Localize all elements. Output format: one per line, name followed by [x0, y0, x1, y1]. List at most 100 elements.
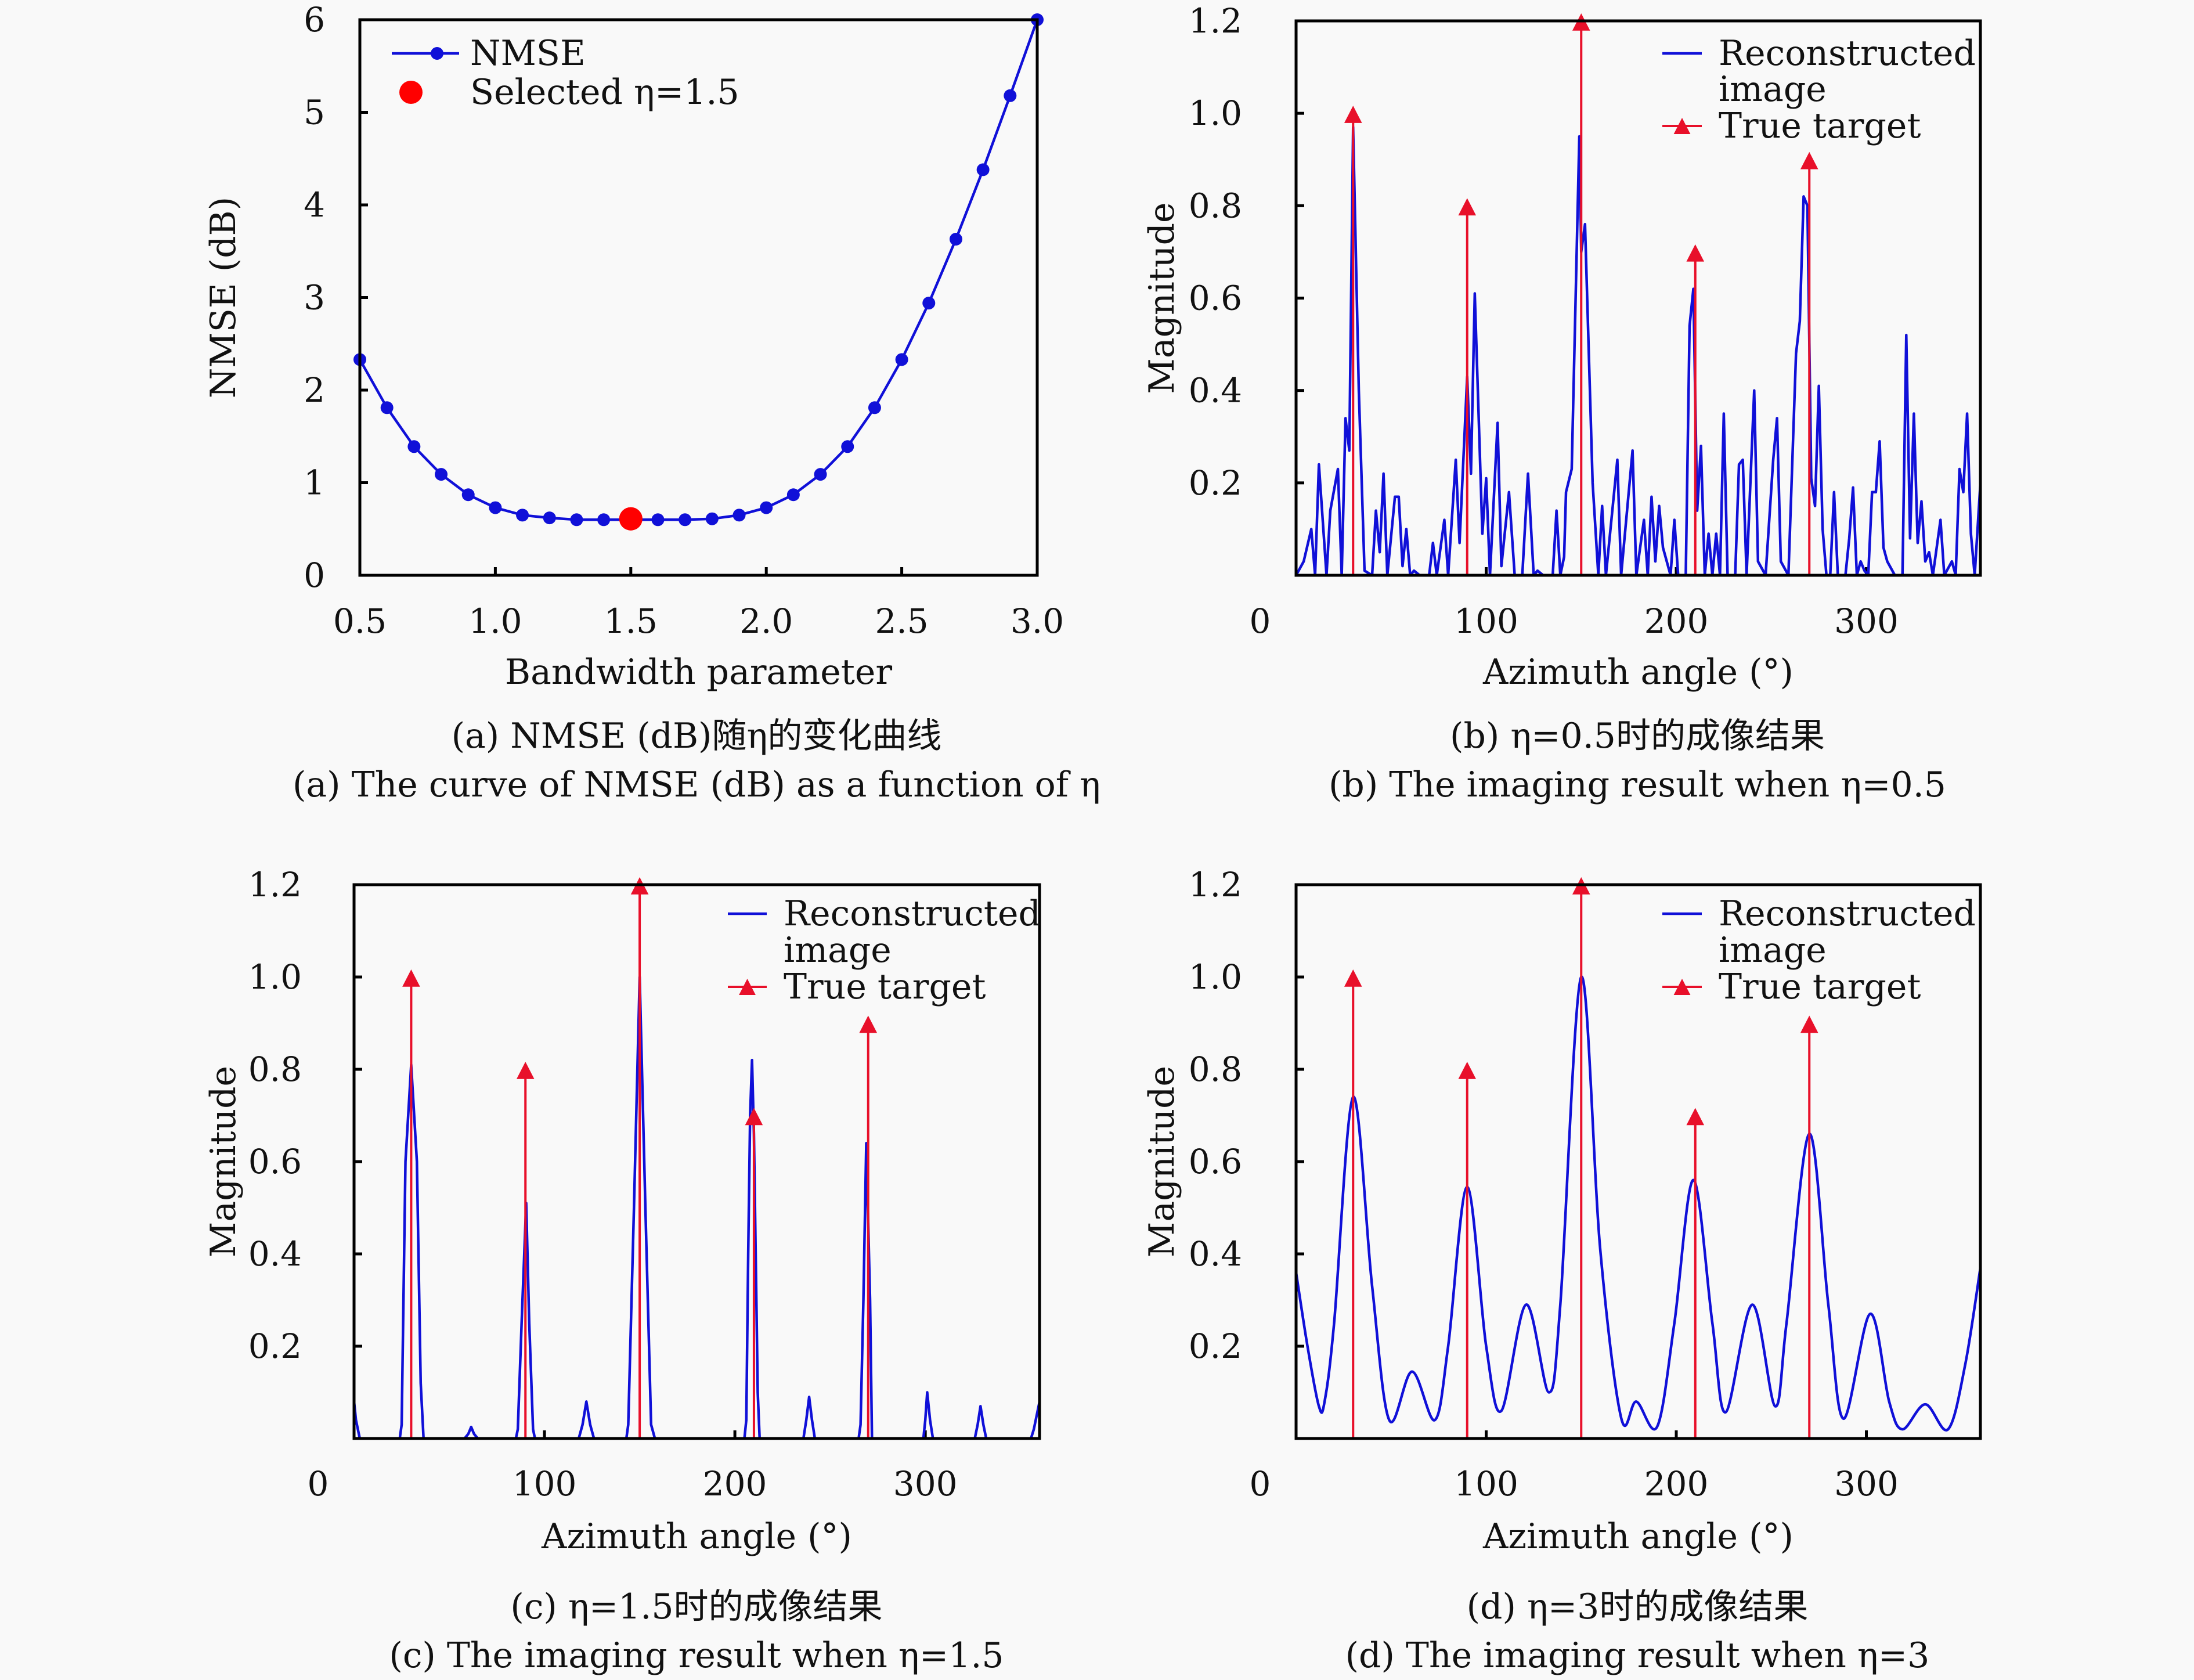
nmse-point: [760, 501, 773, 514]
nmse-point: [922, 297, 936, 310]
true-target-marker: [1344, 106, 1362, 123]
caption-chinese: (a) NMSE (dB)随η的变化曲线: [452, 716, 942, 756]
y-axis-label: Magnitude: [1142, 202, 1182, 394]
nmse-point: [841, 440, 854, 453]
x-tick-label: 1.5: [604, 601, 658, 641]
y-tick-label: 0.8: [1189, 1050, 1242, 1089]
caption-english: (a) The curve of NMSE (dB) as a function…: [293, 765, 1100, 805]
caption-english: (d) The imaging result when η=3: [1345, 1635, 1930, 1676]
x-tick-label: 100: [1454, 1464, 1518, 1504]
legend-label-line1: Reconstructed: [784, 893, 1041, 934]
y-tick-label: 1.2: [248, 865, 302, 904]
legend-nmse-marker: [431, 47, 443, 60]
legend-label-line1: Reconstructed: [1719, 893, 1976, 934]
true-target-marker: [1800, 152, 1818, 170]
nmse-point: [651, 513, 665, 527]
y-tick-label: 4: [304, 185, 325, 225]
panel-b-imaging-eta-0.5: 0.2 0.4 0.6 0.8 1.0 1.2 0 100 200 300 Azimuth angl…: [1142, 1, 1982, 805]
legend-label-line1: Reconstructed: [1719, 33, 1976, 74]
y-tick-label: 0.8: [248, 1050, 302, 1089]
x-tick-label: 0.5: [333, 601, 387, 641]
legend-label-line2: image: [784, 930, 892, 971]
y-tick-label: 1.2: [1189, 1, 1242, 41]
y-tick-label: 0.6: [248, 1142, 302, 1181]
x-tick-label: 100: [513, 1464, 577, 1504]
y-tick-label: 0.2: [248, 1326, 302, 1366]
nmse-point: [489, 501, 502, 514]
y-tick-label: 0.4: [248, 1234, 302, 1274]
true-target-marker: [1800, 1015, 1818, 1033]
nmse-point: [570, 513, 583, 527]
y-tick-label: 6: [304, 0, 325, 39]
x-axis-label: Bandwidth parameter: [505, 652, 892, 693]
plot-area: [354, 877, 1040, 1439]
x-tick-label: 300: [1834, 601, 1899, 641]
nmse-point: [461, 488, 475, 502]
y-tick-label: 0.6: [1189, 1142, 1242, 1181]
y-tick-label: 0: [304, 556, 325, 595]
plot-area: [1296, 13, 1980, 575]
legend-label-line2: image: [1719, 930, 1827, 971]
true-target-marker: [859, 1015, 878, 1033]
y-tick-label: 0.4: [1189, 371, 1242, 410]
y-axis-label: NMSE (dB): [203, 197, 244, 398]
y-tick-label: 1.0: [1189, 957, 1242, 997]
legend-label-target: True target: [1719, 967, 1921, 1007]
caption-english: (b) The imaging result when η=0.5: [1329, 765, 1946, 805]
nmse-point: [895, 353, 908, 366]
true-target-marker: [402, 969, 420, 987]
nmse-point: [380, 401, 394, 414]
x-tick-label: 0: [1250, 601, 1271, 641]
legend-target-marker: [1673, 118, 1691, 134]
legend-target-marker: [739, 979, 756, 995]
panel-a-nmse-curve: 0 1 2 3 4 5 6 0.5 1.0 1.5 2.0 2.5 3.0 Bandwidth param…: [203, 0, 1100, 805]
x-axis-label: Azimuth angle (°): [1482, 1516, 1794, 1557]
nmse-point: [786, 488, 800, 502]
selected-eta-point: [619, 507, 643, 531]
legend-selected-marker: [399, 81, 423, 104]
x-tick-label: 3.0: [1011, 601, 1064, 641]
legend-label-target: True target: [784, 967, 986, 1007]
nmse-point: [814, 468, 827, 481]
nmse-point: [949, 233, 962, 246]
axes-frame: [358, 18, 1039, 577]
true-target-marker: [516, 1062, 535, 1079]
y-tick-label: 1.0: [248, 957, 302, 997]
y-tick-label: 0.2: [1189, 463, 1242, 503]
y-tick-label: 0.2: [1189, 1326, 1242, 1366]
x-tick-label: 1.0: [468, 601, 522, 641]
nmse-point: [705, 512, 719, 525]
axes-frame: [1294, 883, 1982, 1440]
nmse-point: [679, 513, 692, 527]
y-tick-label: 0.6: [1189, 279, 1242, 318]
nmse-point: [1004, 89, 1017, 102]
y-tick-label: 3: [304, 278, 325, 318]
nmse-point: [435, 468, 448, 481]
axes-frame: [1294, 19, 1982, 577]
x-tick-label: 300: [893, 1464, 958, 1504]
true-target-marker: [745, 1108, 763, 1126]
y-tick-label: 1.0: [1189, 93, 1242, 133]
y-tick-label: 2: [304, 370, 325, 410]
caption-chinese: (b) η=0.5时的成像结果: [1450, 716, 1825, 756]
legend-label-reconstructed: Reconstructed image: [1719, 33, 1976, 110]
legend-label-nmse: NMSE: [470, 33, 586, 74]
x-tick-label: 300: [1834, 1464, 1899, 1504]
y-tick-label: 5: [304, 93, 325, 132]
x-axis-label: Azimuth angle (°): [1482, 652, 1794, 693]
y-axis-label: Magnitude: [203, 1066, 244, 1257]
x-tick-label: 0: [1250, 1464, 1271, 1504]
nmse-point: [732, 509, 746, 522]
y-tick-label: 1: [304, 463, 325, 503]
true-target-marker: [1458, 1062, 1477, 1079]
x-tick-label: 200: [1644, 1464, 1709, 1504]
true-target-marker: [1344, 969, 1362, 987]
reconstructed-image-line: [1296, 125, 1980, 575]
panel-c-imaging-eta-1.5: 0.2 0.4 0.6 0.8 1.0 1.2 0 100 200 300 Azimuth angl…: [203, 865, 1041, 1676]
nmse-point: [868, 401, 881, 414]
caption-chinese: (d) η=3时的成像结果: [1467, 1587, 1809, 1627]
nmse-point: [597, 513, 611, 527]
